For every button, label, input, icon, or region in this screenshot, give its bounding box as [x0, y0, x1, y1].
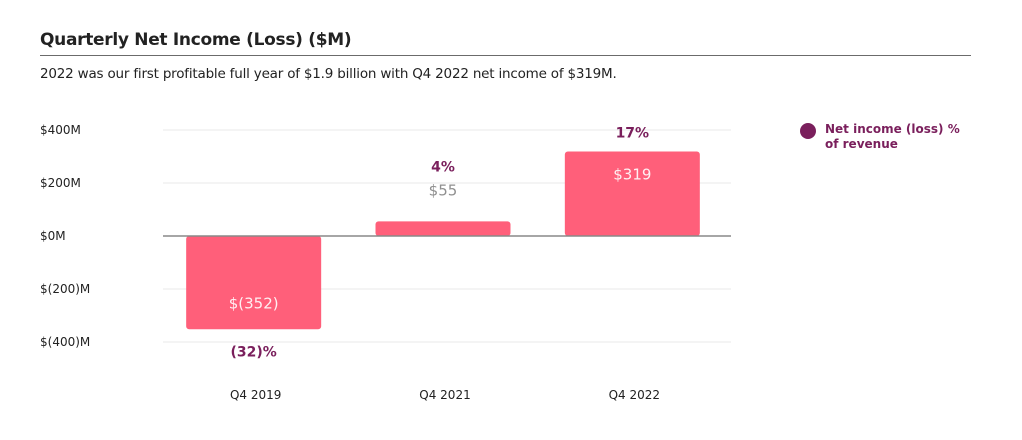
title-divider — [40, 55, 971, 56]
percent-of-revenue-label: (32)% — [231, 344, 277, 360]
bar-value-label: $319 — [613, 165, 651, 183]
percent-of-revenue-label: 4% — [431, 159, 455, 175]
chart-title: Quarterly Net Income (Loss) ($M) — [40, 30, 352, 50]
y-tick-label: $(400)M — [40, 335, 90, 349]
x-tick-label: Q4 2019 — [230, 388, 281, 402]
bar-value-label: $55 — [429, 181, 458, 199]
x-axis-ticks: Q4 2019 Q4 2021 Q4 2022 — [230, 388, 660, 402]
legend-label: Net income (loss) % of revenue — [825, 122, 960, 151]
y-tick-label: $0M — [40, 229, 66, 243]
legend-marker-icon — [800, 123, 816, 139]
y-axis-ticks: $400M $200M $0M $(200)M $(400)M — [40, 123, 90, 349]
data-labels: $(352) (32)% $55 4% $319 17% — [229, 125, 652, 360]
bar — [186, 236, 322, 330]
percent-of-revenue-label: 17% — [616, 125, 650, 141]
y-tick-label: $(200)M — [40, 282, 90, 296]
x-tick-label: Q4 2022 — [609, 388, 660, 402]
x-tick-label: Q4 2021 — [419, 388, 470, 402]
bar-value-label: $(352) — [229, 294, 279, 312]
bar — [375, 221, 511, 236]
bars — [186, 151, 700, 330]
chart-subtitle: 2022 was our first profitable full year … — [40, 66, 617, 82]
bar — [564, 151, 700, 236]
y-tick-label: $400M — [40, 123, 81, 137]
y-tick-label: $200M — [40, 176, 81, 190]
legend: Net income (loss) % of revenue — [800, 122, 965, 152]
